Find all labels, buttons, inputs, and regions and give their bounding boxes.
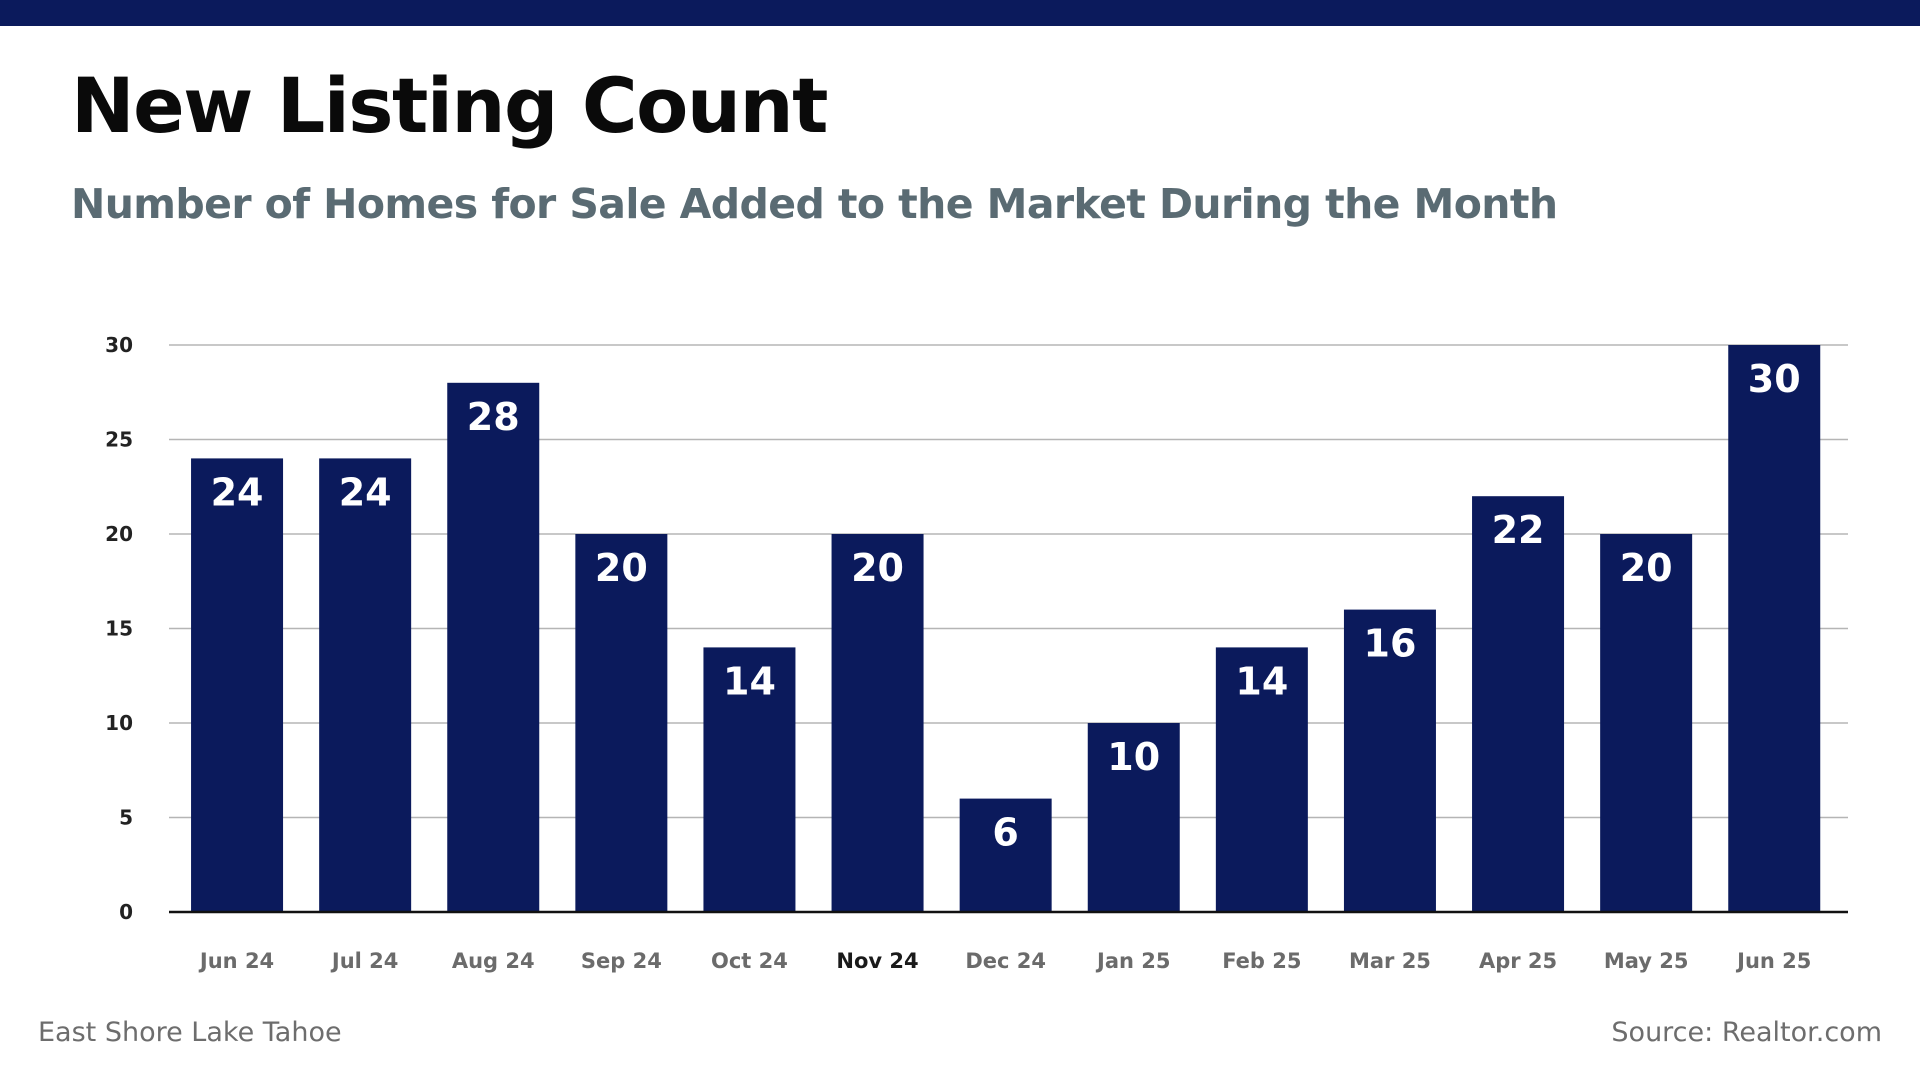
data-label: 20 [595, 546, 648, 590]
x-tick-label: Jun 25 [1735, 949, 1811, 973]
y-tick-label: 15 [105, 617, 133, 641]
bar [1728, 345, 1821, 912]
x-tick-label: Feb 25 [1222, 949, 1301, 973]
data-label: 22 [1492, 508, 1545, 552]
bar [1087, 723, 1180, 912]
data-label: 24 [211, 470, 264, 514]
data-label: 20 [1620, 546, 1673, 590]
data-label: 24 [339, 470, 392, 514]
bar [191, 458, 284, 912]
x-tick-label: Mar 25 [1349, 949, 1431, 973]
bar [703, 647, 796, 912]
bar [1600, 534, 1693, 912]
bar [319, 458, 412, 912]
x-tick-label: Jul 24 [330, 949, 399, 973]
bar [1215, 647, 1308, 912]
bar [447, 382, 540, 912]
footer-source: Source: Realtor.com [1611, 1017, 1882, 1048]
chart-title: New Listing Count [71, 61, 828, 150]
data-label: 10 [1107, 735, 1160, 779]
x-tick-label: Jun 24 [198, 949, 274, 973]
x-tick-label: Oct 24 [711, 949, 788, 973]
x-tick-label: Nov 24 [836, 949, 918, 973]
x-tick-label: Apr 25 [1479, 949, 1557, 973]
y-tick-label: 25 [105, 428, 133, 452]
bars [191, 345, 1821, 912]
data-label: 6 [992, 811, 1018, 855]
x-axis-ticks: Jun 24 Jul 24 Aug 24 Sep 24 Oct 24 Nov 24 Dec … [198, 949, 1811, 973]
y-tick-label: 10 [105, 711, 133, 735]
bar [959, 798, 1052, 912]
data-label: 20 [851, 546, 904, 590]
y-tick-label: 0 [119, 900, 133, 924]
top-accent-bar [0, 0, 1920, 26]
data-label: 30 [1748, 357, 1801, 401]
x-tick-label: May 25 [1604, 949, 1689, 973]
data-label: 28 [467, 395, 520, 439]
y-tick-label: 5 [119, 806, 133, 830]
data-label: 14 [1235, 659, 1288, 703]
y-tick-label: 20 [105, 522, 133, 546]
data-label: 14 [723, 659, 776, 703]
bar [1343, 609, 1436, 912]
y-tick-label: 30 [105, 333, 133, 357]
chart-subtitle: Number of Homes for Sale Added to the Ma… [71, 180, 1558, 228]
y-axis-ticks: 0 5 10 15 20 25 30 [105, 333, 133, 924]
x-tick-label: Dec 24 [965, 949, 1046, 973]
x-tick-label: Aug 24 [452, 949, 535, 973]
data-labels: 24 24 28 20 14 20 6 10 14 16 22 20 30 [211, 357, 1801, 855]
x-tick-label: Sep 24 [581, 949, 662, 973]
gridlines [169, 344, 1848, 819]
footer-location: East Shore Lake Tahoe [38, 1017, 342, 1048]
data-label: 16 [1364, 622, 1417, 666]
x-tick-label: Jan 25 [1095, 949, 1170, 973]
bar [831, 534, 924, 912]
bar [1472, 496, 1565, 912]
bar [575, 534, 668, 912]
